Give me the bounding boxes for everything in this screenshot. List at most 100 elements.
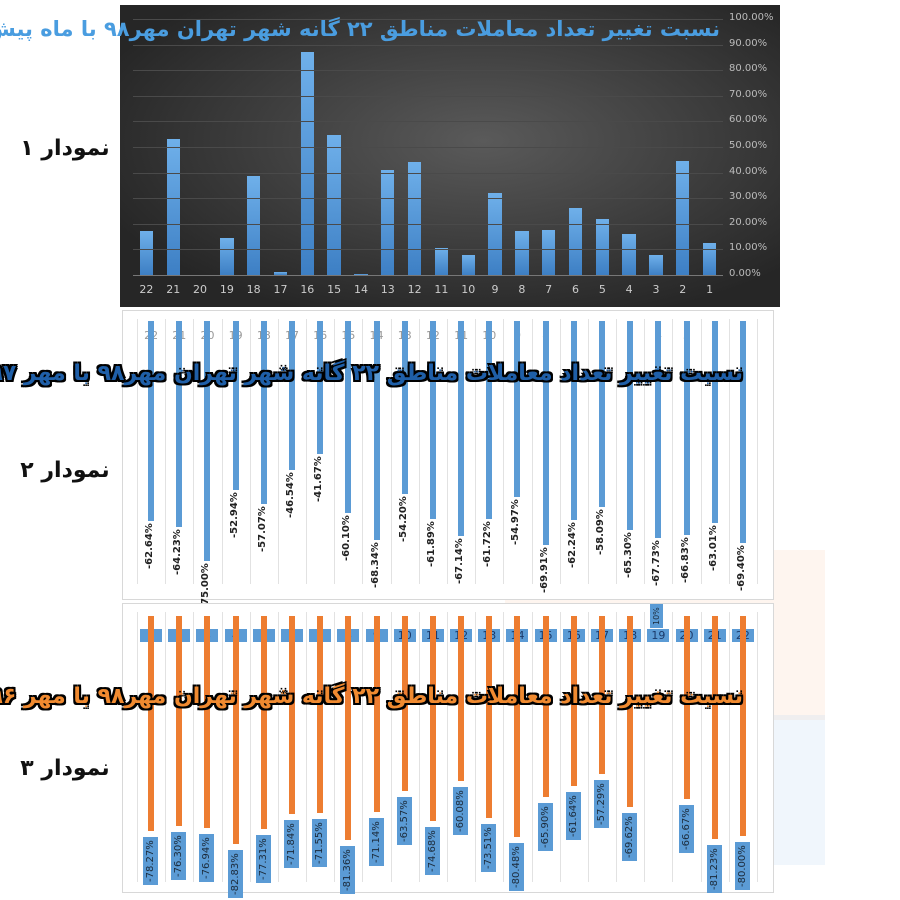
- y-tick-label: 60.00%: [729, 114, 768, 126]
- bar: [488, 193, 502, 275]
- gridline: [249, 319, 251, 584]
- bar: [204, 321, 211, 561]
- gridline: [221, 319, 223, 584]
- x-tick-label: 5: [598, 283, 606, 296]
- bar: [461, 254, 475, 275]
- bar: [148, 616, 155, 832]
- data-label: -61.89%: [425, 521, 437, 568]
- x-tick-label: 19: [647, 629, 670, 642]
- bar: [627, 616, 634, 808]
- gridline: [503, 319, 505, 584]
- bar: [176, 616, 183, 826]
- gridline: [587, 612, 589, 882]
- chart-3-title: نسبت تغییر تعداد معاملات مناطق ۲۲ گانه ش…: [0, 684, 743, 709]
- bar: [354, 273, 368, 275]
- gridline: [700, 612, 702, 882]
- gridline: [133, 44, 723, 46]
- gridline: [390, 319, 392, 584]
- bar: [711, 616, 718, 840]
- gridline: [133, 275, 723, 276]
- x-tick-label: 13: [380, 283, 395, 296]
- bar: [627, 321, 634, 530]
- data-label: -65.90%: [537, 803, 553, 852]
- bar: [570, 321, 577, 521]
- gridline: [133, 172, 723, 174]
- bar: [429, 321, 436, 520]
- gridline: [475, 612, 477, 882]
- data-label: -61.72%: [482, 520, 494, 567]
- x-tick-label: 4: [625, 283, 633, 296]
- bar: [401, 321, 408, 495]
- x-tick-label: 1: [706, 283, 714, 296]
- data-label: -57.29%: [594, 779, 609, 828]
- data-label: -77.31%: [255, 834, 271, 883]
- bar: [676, 161, 690, 275]
- gridline: [447, 319, 448, 584]
- data-label: -69.91%: [538, 546, 550, 593]
- y-tick-label: 10.00%: [729, 242, 768, 254]
- x-tick-label: 9: [491, 283, 499, 296]
- gridline: [193, 319, 195, 584]
- chart-3: 22-80.00%21-81.23%20-66.67%1910%18-69.62…: [0, 603, 774, 898]
- bar: [514, 616, 521, 838]
- x-tick-label: 10: [461, 283, 476, 296]
- data-label: -67.14%: [454, 538, 466, 584]
- y-tick-label: 50.00%: [729, 140, 768, 151]
- x-tick-label: 17: [273, 283, 288, 296]
- y-tick-label: 90.00%: [729, 37, 768, 49]
- x-tick-label: 8: [518, 283, 526, 296]
- chart-2-label: نمودار ۲: [20, 458, 110, 483]
- gridline: [362, 612, 364, 882]
- bar: [260, 321, 267, 504]
- bar: [289, 616, 295, 814]
- bar: [345, 616, 352, 840]
- gridline: [418, 612, 420, 882]
- gridline: [249, 612, 251, 882]
- data-label: -69.62%: [622, 813, 638, 862]
- bar: [373, 616, 380, 812]
- x-tick-label: 3: [652, 283, 660, 296]
- gridline: [587, 319, 589, 584]
- gridline: [137, 612, 138, 882]
- gridline: [306, 612, 308, 882]
- bar: [327, 135, 341, 275]
- gridline: [728, 612, 730, 882]
- gridline: [165, 319, 167, 584]
- gridline: [757, 612, 758, 882]
- gridline: [475, 319, 477, 584]
- gridline: [221, 612, 223, 882]
- bar: [381, 170, 395, 275]
- chart-2: -69.40%1-63.01%2-66.83%3-67.73%4-65.30%5…: [0, 310, 774, 609]
- gridline: [503, 612, 505, 882]
- bar: [166, 139, 180, 275]
- gridline: [531, 319, 533, 584]
- data-label: -71.84%: [284, 819, 299, 868]
- bar: [273, 272, 288, 275]
- bar: [711, 321, 718, 523]
- data-label: -61.64%: [565, 791, 581, 840]
- gridline: [672, 612, 674, 882]
- gridline: [334, 319, 336, 584]
- bar: [599, 321, 605, 507]
- data-label: -41.67%: [313, 456, 325, 503]
- bar: [542, 616, 549, 798]
- bar: [246, 176, 261, 275]
- gridline: [133, 198, 723, 200]
- data-label: -71.55%: [312, 819, 328, 867]
- data-label: -63.01%: [707, 524, 719, 571]
- data-label: -64.23%: [172, 528, 184, 575]
- x-tick-label: 18: [246, 283, 261, 296]
- bar: [570, 616, 577, 786]
- chart-1-label: نمودار ۱: [20, 136, 110, 161]
- bar: [289, 321, 295, 470]
- y-tick-label: 70.00%: [729, 88, 768, 100]
- gridline: [133, 70, 723, 72]
- gridline: [133, 121, 723, 123]
- data-label: -60.08%: [453, 787, 469, 836]
- bar: [317, 321, 324, 455]
- bar: [542, 321, 549, 545]
- bar: [649, 254, 663, 275]
- data-label: -81.23%: [706, 845, 722, 894]
- data-label: -52.94%: [228, 492, 240, 539]
- x-tick-label: 19: [219, 283, 234, 296]
